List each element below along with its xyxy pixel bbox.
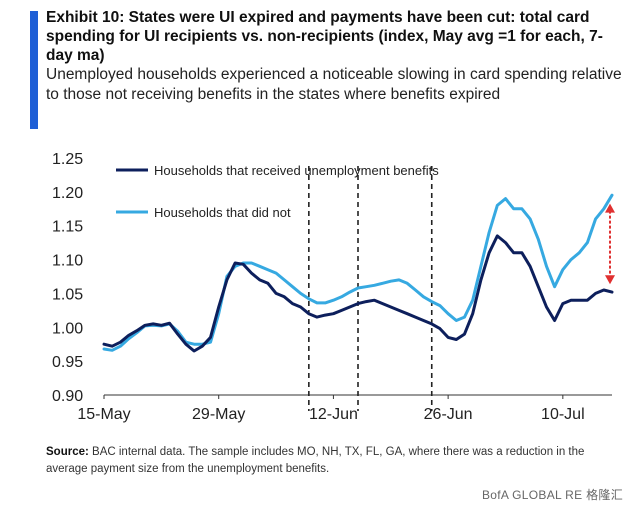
y-tick-label: 1.05 [52, 286, 83, 303]
x-tick-label: 12-Jun [309, 406, 358, 423]
source-text: BAC internal data. The sample includes M… [46, 446, 585, 475]
legend: Households that received unemployment be… [116, 163, 439, 220]
arrow-head-down [605, 275, 615, 285]
brand-footer: BofA GLOBAL RE 格隆汇 [482, 486, 623, 503]
y-tick-label: 1.25 [52, 151, 83, 168]
chart-title: Exhibit 10: States were UI expired and p… [46, 9, 603, 64]
line-chart: 0.90 0.95 1.00 1.05 1.10 1.15 1.20 1.25 15-May 2… [52, 151, 615, 423]
series-not-received-line [102, 193, 614, 352]
y-tick-label: 1.00 [52, 320, 83, 337]
chart-subtitle: Unemployed households experienced a noti… [46, 66, 622, 103]
legend-label: Households that did not [154, 205, 291, 220]
y-tick-label: 1.20 [52, 185, 83, 202]
y-tick-label: 0.90 [52, 388, 83, 405]
y-tick-label: 1.15 [52, 219, 83, 236]
watermark-text: 格隆汇 [586, 488, 623, 502]
x-axis: 15-May 29-May 12-Jun 26-Jun 10-Jul [77, 394, 612, 423]
arrow-head-up [605, 203, 615, 213]
x-tick-label: 15-May [77, 406, 130, 423]
source-label: Source: [46, 446, 89, 458]
source-note: Source: BAC internal data. The sample in… [46, 444, 624, 478]
x-tick-label: 26-Jun [424, 406, 473, 423]
y-axis: 0.90 0.95 1.00 1.05 1.10 1.15 1.20 1.25 [52, 151, 83, 405]
x-tick-label: 10-Jul [541, 406, 585, 423]
series-group [102, 193, 614, 353]
accent-bar [30, 11, 38, 129]
y-tick-label: 1.10 [52, 253, 83, 270]
dashed-markers [308, 166, 433, 411]
x-tick-label: 29-May [192, 406, 245, 423]
legend-label: Households that received unemployment be… [154, 163, 439, 178]
y-tick-label: 0.95 [52, 354, 83, 371]
series-received-line [102, 234, 614, 353]
brand-text: BofA GLOBAL RE [481, 488, 583, 502]
annotation [605, 203, 615, 285]
